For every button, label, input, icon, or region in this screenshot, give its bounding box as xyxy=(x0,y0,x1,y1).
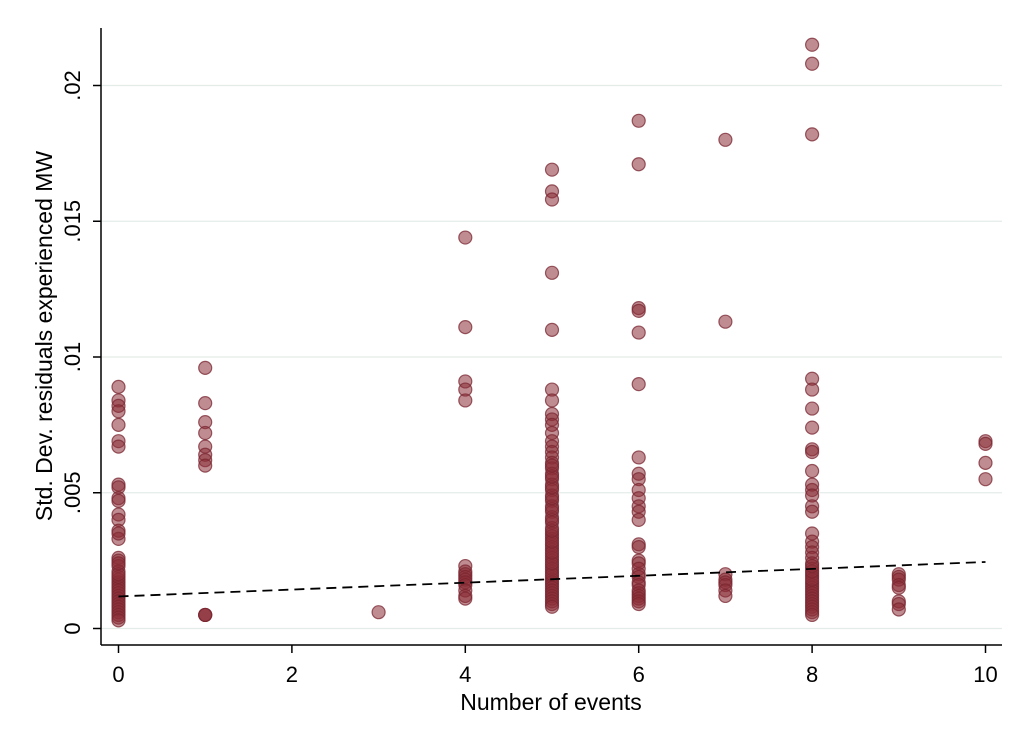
scatter-point xyxy=(544,162,560,177)
scatter-point xyxy=(891,580,906,595)
scatter-point xyxy=(804,420,820,435)
scatter-point xyxy=(804,37,820,52)
scatter-point xyxy=(978,455,993,470)
scatter-point xyxy=(111,613,126,628)
x-tick-label: 0 xyxy=(112,662,124,687)
scatter-point xyxy=(458,591,473,606)
x-axis-title: Number of events xyxy=(460,689,642,715)
scatter-point xyxy=(631,113,646,128)
scatter-point xyxy=(458,320,473,335)
scatter-point xyxy=(631,157,646,172)
scatter-point xyxy=(198,360,213,375)
scatter-point xyxy=(804,558,820,574)
scatter-point xyxy=(804,127,820,142)
scatter-point xyxy=(371,605,386,620)
scatter-point xyxy=(978,472,993,487)
scatter-point xyxy=(111,556,126,571)
axes xyxy=(100,28,1002,646)
scatter-point xyxy=(978,436,993,451)
scatter-point xyxy=(631,450,646,465)
scatter-point xyxy=(544,322,560,337)
scatter-point xyxy=(111,439,126,454)
scatter-point xyxy=(804,504,820,519)
scatter-point xyxy=(198,607,213,623)
scatter-point xyxy=(198,425,213,441)
scatter-point xyxy=(458,230,473,245)
scatter-point xyxy=(544,393,560,408)
scatter-point xyxy=(631,303,646,318)
scatter-point xyxy=(631,596,646,612)
scatter-point xyxy=(718,132,733,147)
x-tick-label: 10 xyxy=(973,662,997,687)
scatter-point xyxy=(631,377,646,392)
scatter-point xyxy=(804,444,820,460)
scatter-point xyxy=(804,382,820,397)
scatter-point xyxy=(111,493,126,508)
scatter-point xyxy=(544,192,560,207)
scatter-point xyxy=(631,539,646,555)
scatter-point xyxy=(631,325,646,340)
y-tick-label: .02 xyxy=(60,70,85,101)
x-tick-label: 6 xyxy=(633,662,645,687)
scatter-point xyxy=(111,404,126,419)
scatter-point xyxy=(804,56,820,71)
scatter-point xyxy=(544,458,560,473)
scatter-point xyxy=(458,393,473,408)
scatter-point xyxy=(804,401,820,416)
scatter-point xyxy=(111,417,126,432)
y-axis-title: Std. Dev. residuals experienced MW xyxy=(31,151,57,522)
scatter-point xyxy=(544,265,560,280)
data-points xyxy=(111,37,993,628)
y-tick-label: .01 xyxy=(60,342,85,373)
scatter-point xyxy=(718,314,733,329)
scatter-point xyxy=(544,599,560,614)
scatter-point xyxy=(718,588,733,604)
gridlines xyxy=(101,84,1002,630)
fit-line-layer xyxy=(118,561,986,598)
ticks: 0 .005 .01 .015 .02 0 2 4 6 8 10 xyxy=(60,70,998,687)
scatter-point xyxy=(804,607,820,623)
x-tick-label: 2 xyxy=(286,662,298,687)
scatter-point xyxy=(111,379,126,394)
scatter-point xyxy=(891,602,906,617)
x-tick-label: 4 xyxy=(459,662,471,687)
y-tick-label: 0 xyxy=(60,622,85,634)
y-tick-label: .015 xyxy=(60,200,85,243)
scatter-point xyxy=(198,458,213,473)
y-tick-label: .005 xyxy=(60,471,85,514)
scatter-point xyxy=(804,463,820,479)
scatter-point xyxy=(111,526,126,541)
fit-line xyxy=(118,561,986,598)
x-tick-label: 8 xyxy=(806,662,818,687)
scatter-point xyxy=(198,396,213,411)
scatter-point xyxy=(631,512,646,528)
